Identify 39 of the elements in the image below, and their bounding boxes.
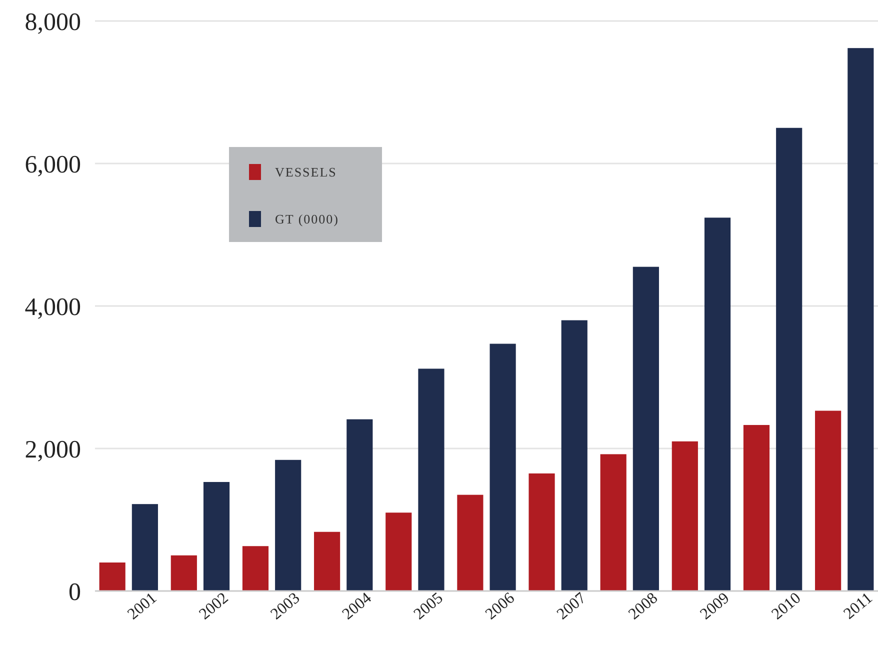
x-tick-label: 2001 [124, 590, 160, 624]
y-tick-label: 0 [68, 578, 81, 606]
y-tick-label: 8,000 [24, 8, 81, 36]
bar [170, 555, 197, 591]
y-tick-label: 6,000 [24, 151, 81, 178]
bar [203, 482, 230, 591]
x-tick-label: 2011 [840, 590, 876, 623]
bar [600, 454, 626, 591]
x-tick-label: 2005 [410, 590, 446, 624]
bar [632, 266, 659, 591]
bar [132, 504, 158, 591]
bar [848, 48, 874, 591]
legend-label: GT (0000) [275, 212, 340, 227]
bar [275, 460, 302, 591]
y-tick-label: 4,000 [24, 294, 81, 321]
x-tick-label: 2002 [196, 590, 232, 624]
x-tick-label: 2003 [268, 590, 304, 624]
bar [528, 473, 555, 591]
legend-label: VESSELS [275, 164, 337, 180]
bar [386, 512, 412, 591]
bar [457, 494, 484, 591]
y-tick-label: 2,000 [24, 436, 81, 464]
bar [743, 424, 770, 591]
bar [815, 410, 842, 591]
bar [704, 218, 731, 591]
x-tick-label: 2009 [697, 590, 733, 624]
bar [490, 344, 516, 591]
bar [346, 419, 373, 591]
x-tick-label: 2008 [626, 590, 662, 624]
bar [314, 532, 340, 591]
bar [418, 368, 444, 591]
x-tick-label: 2006 [482, 590, 518, 624]
bar [242, 546, 269, 591]
bar [561, 320, 588, 591]
x-tick-label: 2004 [339, 590, 375, 624]
x-tick-label: 2010 [768, 590, 804, 624]
bar [672, 441, 698, 591]
bar [99, 562, 126, 591]
bar [776, 128, 802, 591]
